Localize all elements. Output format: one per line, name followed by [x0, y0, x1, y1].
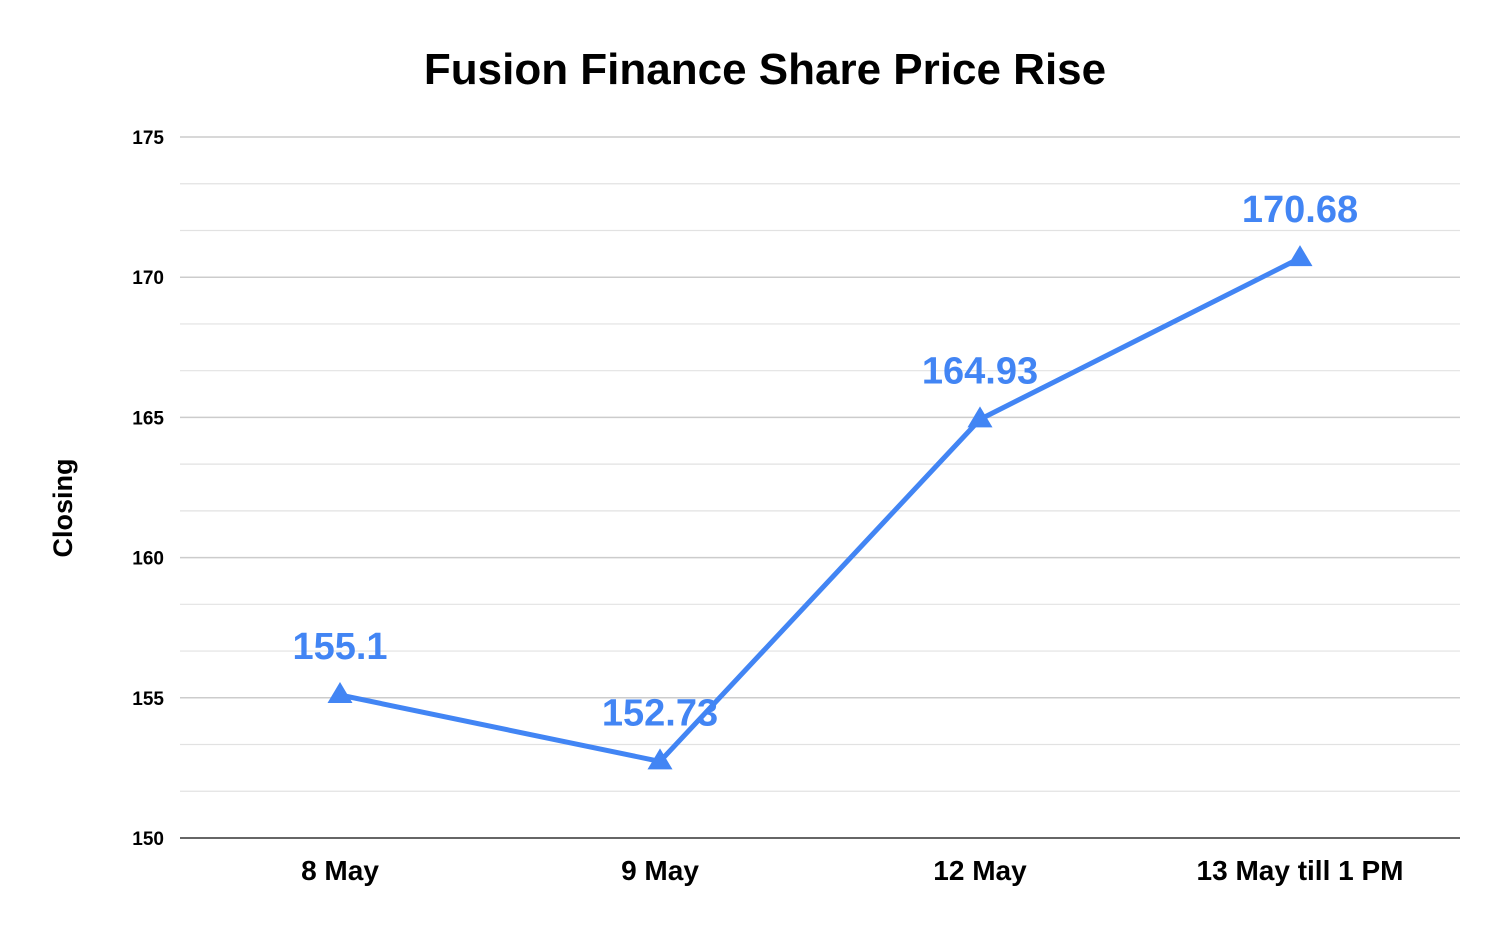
y-tick-label: 155	[132, 689, 164, 710]
y-axis-label: Closing	[48, 459, 78, 558]
data-label: 152.73	[602, 692, 718, 734]
y-axis-ticks: 150 155 160 165 170 175	[132, 128, 164, 850]
data-label: 155.1	[292, 626, 387, 668]
y-tick-label: 150	[132, 829, 164, 850]
data-point-marker	[1287, 245, 1313, 267]
series-line	[337, 255, 1303, 764]
series-price	[327, 245, 1313, 770]
data-label: 164.93	[922, 350, 1038, 392]
chart-title: Fusion Finance Share Price Rise	[424, 45, 1106, 94]
data-point-marker	[647, 748, 673, 770]
x-tick-label: 8 May	[301, 855, 379, 886]
data-labels: 155.1 152.73 164.93 170.68	[292, 189, 1358, 734]
y-tick-label: 175	[132, 128, 164, 149]
x-tick-label: 12 May	[933, 855, 1027, 886]
x-tick-label: 9 May	[621, 855, 699, 886]
y-tick-label: 160	[132, 549, 164, 570]
data-point-marker	[327, 681, 353, 703]
x-axis-ticks: 8 May 9 May 12 May 13 May till 1 PM	[301, 855, 1403, 886]
gridlines	[180, 136, 1460, 839]
y-tick-label: 170	[132, 268, 164, 289]
x-tick-label: 13 May till 1 PM	[1197, 855, 1404, 886]
data-point-marker	[967, 406, 993, 428]
y-tick-label: 165	[132, 408, 164, 429]
data-label: 170.68	[1242, 189, 1358, 231]
